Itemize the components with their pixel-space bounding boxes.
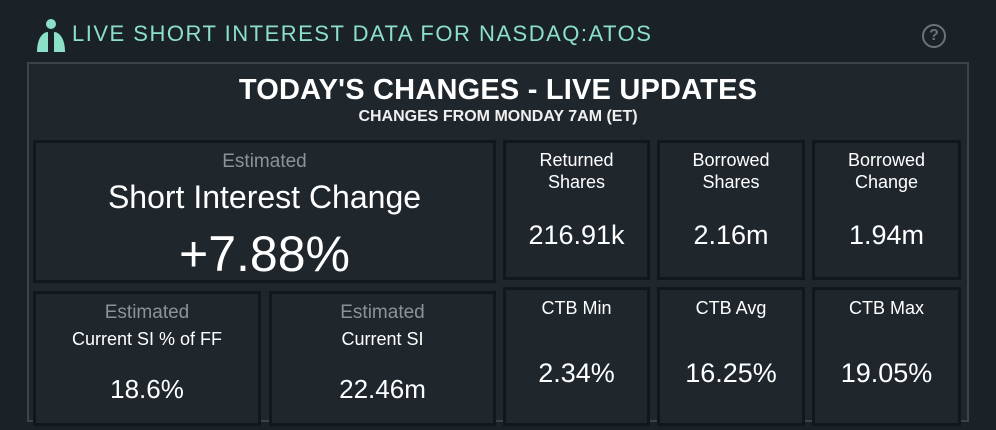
estimated-label: Estimated (340, 302, 425, 323)
ctb-max-value: 19.05% (840, 358, 933, 388)
borrowed-change-label-line1: Borrowed (847, 150, 926, 170)
current-si-card: Estimated Current SI 22.46m (269, 291, 496, 426)
ctb-min-label: CTB Min (541, 298, 612, 318)
ctb-min-card: CTB Min 2.34% (503, 287, 650, 426)
current-si-ff-card: Estimated Current SI % of FF 18.6% (33, 291, 261, 426)
person-logo-icon (37, 19, 65, 52)
borrowed-shares-label-line1: Borrowed (692, 150, 770, 170)
panel-title: TODAY'S CHANGES - LIVE UPDATES (238, 74, 758, 106)
returned-shares-label-line2: Shares (547, 172, 606, 192)
ctb-max-card: CTB Max 19.05% (812, 287, 961, 426)
returned-shares-label-line1: Returned (539, 150, 614, 170)
borrowed-change-label-line2: Change (854, 172, 919, 192)
short-interest-change-card: Estimated Short Interest Change +7.88% (33, 140, 496, 283)
ctb-min-value: 2.34% (538, 358, 615, 388)
short-interest-change-label: Short Interest Change (107, 179, 422, 215)
help-icon[interactable]: ? (922, 24, 946, 48)
ctb-avg-label: CTB Avg (695, 298, 767, 318)
current-si-ff-value: 18.6% (110, 374, 184, 404)
ctb-avg-value: 16.25% (685, 358, 777, 388)
current-si-value: 22.46m (339, 374, 426, 404)
short-interest-change-value: +7.88% (179, 226, 350, 282)
borrowed-shares-value: 2.16m (693, 220, 769, 250)
returned-shares-card: Returned Shares 216.91k (503, 140, 650, 280)
returned-shares-value: 216.91k (528, 220, 625, 250)
borrowed-shares-label-line2: Shares (702, 172, 760, 192)
page-title: LIVE SHORT INTEREST DATA FOR NASDAQ:ATOS (72, 21, 653, 46)
todays-changes-panel: TODAY'S CHANGES - LIVE UPDATES CHANGES F… (27, 62, 969, 426)
panel-subtitle: CHANGES FROM MONDAY 7AM (ET) (358, 108, 638, 125)
borrowed-change-card: Borrowed Change 1.94m (812, 140, 961, 280)
borrowed-change-value: 1.94m (848, 220, 925, 250)
estimated-label: Estimated (222, 151, 307, 172)
current-si-ff-label: Current SI % of FF (71, 329, 223, 349)
borrowed-shares-card: Borrowed Shares 2.16m (657, 140, 805, 280)
ctb-max-label: CTB Max (848, 298, 924, 318)
current-si-label: Current SI (341, 329, 424, 349)
ctb-avg-card: CTB Avg 16.25% (657, 287, 805, 426)
estimated-label: Estimated (104, 302, 190, 323)
header: LIVE SHORT INTEREST DATA FOR NASDAQ:ATOS… (0, 0, 996, 62)
